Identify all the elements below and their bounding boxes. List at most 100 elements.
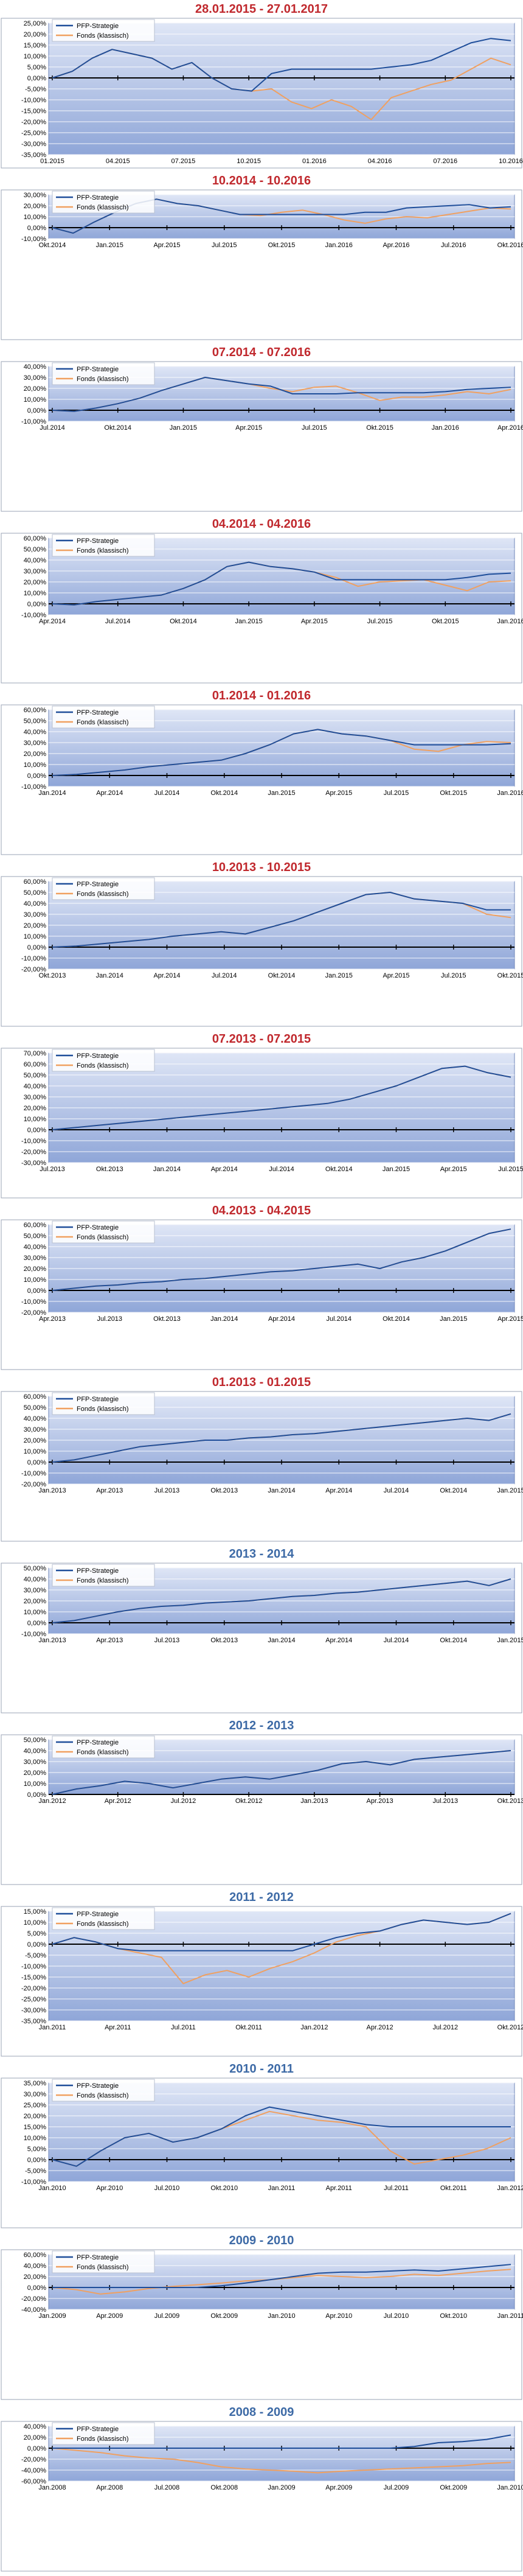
y-tick-label: 10,00% <box>24 1780 47 1788</box>
chart-panel: 07.2013 - 07.2015 70,00% 60,00% 50,00% 40,00… <box>0 1030 523 1202</box>
x-tick-label: Jan.2012 <box>497 2185 523 2192</box>
y-tick-label: 20,00% <box>24 1769 47 1777</box>
x-tick-label: Jul.2010 <box>154 2185 180 2192</box>
x-tick-label: Apr.2013 <box>39 1315 66 1323</box>
y-tick-label: 40,00% <box>24 2263 47 2270</box>
y-tick-label: 10,00% <box>24 1448 47 1455</box>
x-tick-label: Jan.2014 <box>268 1487 295 1494</box>
x-tick-label: Jan.2015 <box>497 1487 523 1494</box>
y-tick-label: 70,00% <box>24 1050 47 1057</box>
x-tick-label: Jan.2015 <box>235 618 263 625</box>
x-tick-label: Jan.2012 <box>38 1797 66 1805</box>
legend-label-strategy: PFP-Strategie <box>77 709 119 716</box>
y-tick-label: 40,00% <box>24 1083 47 1090</box>
x-tick-label: Apr.2015 <box>235 424 262 432</box>
x-tick-label: Apr.2015 <box>440 1166 467 1173</box>
y-tick-label: 10,00% <box>24 2135 47 2142</box>
legend-box <box>52 1735 155 1759</box>
chart-panel: 2013 - 2014 50,00% 40,00% 30,00% 20,00% 10,00… <box>0 1545 523 1717</box>
y-tick-label: 50,00% <box>24 546 47 553</box>
y-tick-label: -35,00% <box>21 2018 46 2025</box>
y-tick-label: 0,00% <box>27 2445 46 2452</box>
x-tick-label: Jan.2015 <box>497 1637 523 1644</box>
x-tick-label: Okt.2015 <box>440 789 467 797</box>
y-tick-label: 20,00% <box>24 922 47 929</box>
legend: PFP-Strategie Fonds (klassisch) <box>52 2079 155 2102</box>
x-tick-label: Jan.2011 <box>497 2312 523 2320</box>
series-line-strategy <box>52 1750 511 1795</box>
x-tick-label: Jul.2014 <box>269 1166 294 1173</box>
x-tick-label: Jan.2009 <box>38 2312 66 2320</box>
y-tick-label: 5,00% <box>27 64 46 71</box>
x-tick-label: Okt.2014 <box>440 1637 467 1644</box>
series-line-fund <box>52 2448 511 2474</box>
chart-title: 07.2013 - 07.2015 <box>212 1032 311 1046</box>
legend-label-strategy: PFP-Strategie <box>77 1396 119 1403</box>
y-tick-label: 0,00% <box>27 601 46 608</box>
x-tick-label: Jul.2014 <box>105 618 131 625</box>
x-tick-label: Apr.2011 <box>105 2024 131 2031</box>
legend-label-strategy: PFP-Strategie <box>77 1224 119 1231</box>
chart-title: 28.01.2015 - 27.01.2017 <box>195 2 328 16</box>
y-tick-label: -20,00% <box>21 966 46 973</box>
x-tick-label: Jan.2014 <box>96 972 123 979</box>
y-tick-label: -40,00% <box>21 2306 46 2314</box>
chart-svg: 30,00% 20,00% 10,00% 0,00% -10,00%Okt.2014 Ja… <box>1 189 523 340</box>
y-tick-label: 40,00% <box>24 1415 47 1423</box>
y-tick-label: 20,00% <box>24 2113 47 2120</box>
legend-label-strategy: PFP-Strategie <box>77 881 119 888</box>
y-tick-label: 20,00% <box>24 2273 47 2281</box>
legend-label-strategy: PFP-Strategie <box>77 1739 119 1746</box>
x-tick-label: Jul.2014 <box>326 1315 352 1323</box>
x-tick-label: Apr.2012 <box>367 2024 393 2031</box>
y-tick-label: 40,00% <box>24 2423 47 2431</box>
x-tick-label: Apr.2015 <box>153 242 180 249</box>
x-tick-label: Jul.2015 <box>367 618 393 625</box>
legend-box <box>52 19 155 42</box>
y-tick-label: 10,00% <box>24 933 47 940</box>
y-tick-label: -10,00% <box>21 2179 46 2186</box>
legend-label-strategy: PFP-Strategie <box>77 1052 119 1060</box>
x-tick-label: Jan.2012 <box>300 2024 328 2031</box>
legend: PFP-Strategie Fonds (klassisch) <box>52 1220 155 1244</box>
legend-box <box>52 1907 155 1930</box>
chart-title: 2012 - 2013 <box>229 1719 294 1732</box>
y-tick-label: -30,00% <box>21 141 46 148</box>
y-tick-label: -10,00% <box>21 783 46 791</box>
legend-box <box>52 705 155 729</box>
y-tick-label: 50,00% <box>24 1565 47 1572</box>
series-line-strategy <box>52 38 511 92</box>
legend-box <box>52 534 155 557</box>
x-tick-label: Apr.2009 <box>96 2312 123 2320</box>
y-tick-label: 35,00% <box>24 2080 47 2087</box>
x-tick-label: Jul.2015 <box>302 424 327 432</box>
y-tick-label: 0,00% <box>27 2284 46 2292</box>
legend-label-strategy: PFP-Strategie <box>77 537 119 545</box>
chart-svg: 40,00%30,00%20,00%10,00%0,00%-10,00%Jul.… <box>1 361 523 512</box>
x-tick-label: Apr.2010 <box>96 2185 123 2192</box>
legend: PFP-Strategie Fonds (klassisch) <box>52 19 155 42</box>
y-tick-label: 40,00% <box>24 363 47 371</box>
series-line-strategy <box>52 1065 511 1130</box>
x-tick-label: Okt.2014 <box>440 1487 467 1494</box>
x-tick-label: Okt.2013 <box>96 1166 123 1173</box>
x-tick-label: Okt.2013 <box>153 1315 181 1323</box>
series-line-strategy <box>52 2434 511 2449</box>
legend: PFP-Strategie Fonds (klassisch) <box>52 705 155 729</box>
x-tick-label: Apr.2014 <box>268 1315 295 1323</box>
y-tick-label: -10,00% <box>21 955 46 962</box>
y-tick-label: 30,00% <box>24 911 47 919</box>
y-tick-label: 0,00% <box>27 1620 46 1627</box>
x-tick-label: Jan.2011 <box>268 2185 295 2192</box>
y-tick-label: 15,00% <box>24 2124 47 2131</box>
x-tick-label: Apr.2012 <box>105 1797 131 1805</box>
x-tick-label: Okt.2014 <box>170 618 197 625</box>
y-tick-label: 40,00% <box>24 1576 47 1583</box>
series-line-strategy <box>52 892 511 948</box>
chart-svg: 50,00%40,00%30,00%20,00%10,00%0,00%Jan.2… <box>1 1734 523 1885</box>
x-tick-label: Okt.2013 <box>210 1487 238 1494</box>
x-tick-label: Apr.2014 <box>325 1637 352 1644</box>
x-tick-label: Apr.2015 <box>325 789 352 797</box>
chart-svg: 60,00% 50,00% 40,00% 30,00% 20,00% 10,00% 0,00… <box>1 704 523 855</box>
